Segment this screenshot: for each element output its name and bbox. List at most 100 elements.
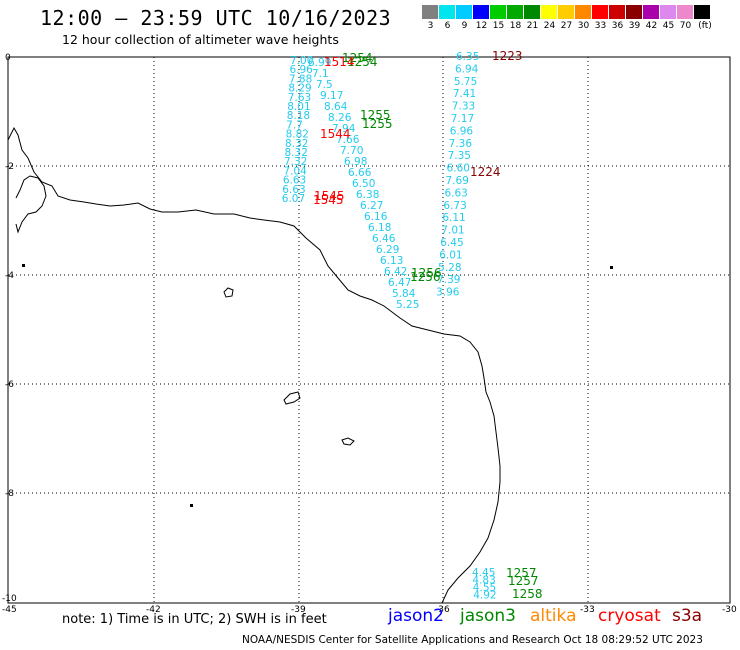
wave-height-value: 6.94 [455,63,479,75]
scale-swatch [660,5,677,19]
scale-swatch [558,5,575,19]
credit-line: NOAA/NESDIS Center for Satellite Applica… [242,634,703,646]
scale-label: 27 [560,21,573,31]
scale-swatch [541,5,558,19]
lon-label-42: -42 [146,605,161,615]
wave-height-value: 8.29 [288,83,311,95]
pass-time-label: 1545 [313,193,344,207]
wave-height-value: 6.63 [282,184,305,196]
wave-height-value: 6.47 [388,277,411,289]
wave-height-value: 6.42 [384,266,407,278]
scale-label: 9 [461,21,468,31]
wave-height-value: 3.96 [436,287,460,299]
scale-swatch [473,5,490,19]
scale-swatch [490,5,507,19]
wave-height-value: 7.5 [316,79,333,91]
scale-label: 36 [611,21,624,31]
scale-label: 21 [526,21,539,31]
wave-height-value: 6.96 [450,125,474,137]
scale-label: 70 [679,21,692,31]
wave-height-value: 7.1 [312,68,329,80]
wave-height-value: 8.32 [285,138,308,150]
scale-swatch [677,5,694,19]
legend-altika: altika [530,606,577,626]
wave-height-value: 6.16 [364,211,388,223]
wave-height-value: 6.35 [456,51,479,63]
scale-swatch [439,5,456,19]
wave-height-value: 9.17 [320,90,343,102]
longitude-labels: -45 -42 -39 -36 -33 -30 [2,605,737,615]
wave-height-value: 4.55 [473,582,496,594]
scale-label: 30 [577,21,590,31]
wave-height-value: 7.00 [290,55,313,67]
pass-time-label: 1256 [411,266,442,280]
map-title: 12:00 – 23:59 UTC 10/16/2023 [40,6,392,30]
island-5 [22,264,25,267]
wave-height-value: 7.33 [452,101,475,113]
lat-label-4: -4 [5,271,14,281]
pass-time-label: 1544 [320,127,351,141]
wave-height-value: 5.28 [438,262,461,274]
lat-label-6: -6 [5,380,14,390]
lat-label-10: -10 [2,594,17,604]
scale-swatch [609,5,626,19]
wave-height-value: 6.66 [348,167,372,179]
scale-label: 3 [427,21,434,31]
scale-label: 18 [509,21,522,31]
wave-height-value: 8.82 [286,129,309,141]
wave-height-value: 8.18 [287,110,310,122]
wave-height-value: 7.32 [284,156,307,168]
wave-height-value: 6.29 [376,244,399,256]
scale-swatch [422,5,439,19]
island-3 [341,437,355,446]
wave-height-value: 7.41 [453,88,476,100]
scale-label: 15 [492,21,505,31]
scale-swatch [456,5,473,19]
wave-height-value: 6.18 [368,222,391,234]
wave-height-value: 6.98 [344,156,367,168]
pass-time-label: 1254 [347,55,378,69]
wave-height-value: 8.01 [287,101,310,113]
wave-height-value: 7.01 [441,225,464,237]
wave-height-value: 6.27 [360,200,383,212]
wave-height-value: 7.70 [340,145,363,157]
pass-time-label: 1255 [360,108,391,122]
pass-time-label: 1545 [314,189,345,203]
scale-swatch [507,5,524,19]
wave-height-value: 6.73 [443,200,466,212]
pass-time-label: 1256 [410,270,441,284]
latitude-labels: 0 -2 -4 -6 -8 -10 [2,53,17,604]
wave-height-value: 6.38 [356,189,379,201]
scale-swatch [694,5,711,19]
wave-height-value: 7.69 [446,175,469,187]
footnote: note: 1) Time is in UTC; 2) SWH is in fe… [62,612,327,627]
wave-height-value: 7.7 [286,119,303,131]
lat-label-2: -2 [5,162,14,172]
wave-height-value: 6.45 [440,237,463,249]
wave-height-value: 6.13 [380,255,403,267]
wave-height-value: 8.26 [328,112,352,124]
wave-height-value: 6.99 [308,57,331,69]
coastline-northwest [15,175,47,234]
scale-swatch [524,5,541,19]
wave-height-value: 7.35 [448,150,471,162]
wave-height-value: 4.92 [473,590,496,602]
map-frame [7,56,731,604]
island-4 [610,266,613,269]
wave-height-value: 6.07 [282,193,305,205]
wave-height-color-scale [422,5,711,19]
lon-label-45: -45 [2,605,17,615]
legend-jason2: jason2 [388,606,444,626]
wave-height-value: 6.01 [439,249,462,261]
island-1 [223,287,234,298]
wave-height-value: 4.45 [472,567,495,579]
scale-swatch [643,5,660,19]
wave-height-value: 7.66 [336,134,360,146]
wave-height-value: 4.83 [472,575,495,587]
coastline [7,126,501,604]
pass-time-label: 1224 [470,165,501,179]
pass-time-label: 1223 [492,49,523,63]
pass-time-label: 1257 [508,574,539,588]
scale-label: 12 [475,21,488,31]
